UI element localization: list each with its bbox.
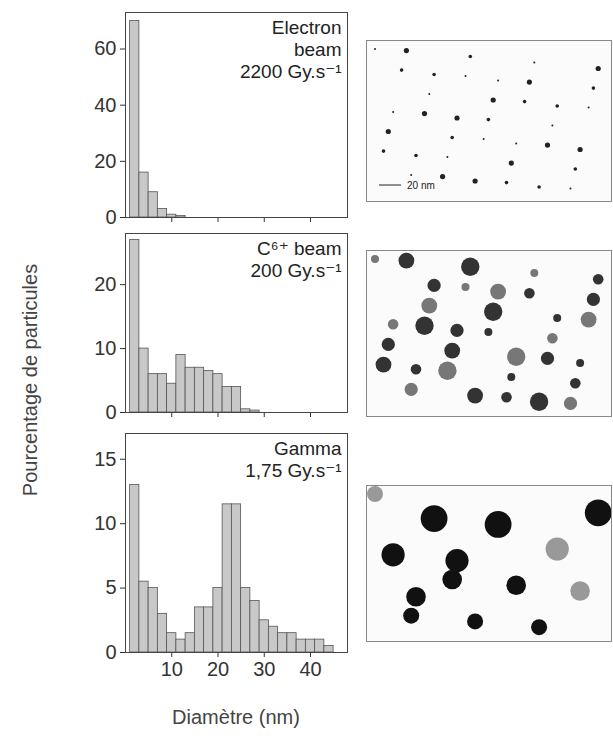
svg-text:5: 5 xyxy=(105,576,116,598)
svg-text:10: 10 xyxy=(94,512,116,534)
svg-text:20: 20 xyxy=(207,658,229,680)
svg-text:Electronbeam2200 Gy.s⁻¹: Electronbeam2200 Gy.s⁻¹ xyxy=(240,17,342,82)
svg-text:40: 40 xyxy=(94,94,116,116)
svg-text:40: 40 xyxy=(299,658,321,680)
svg-text:0: 0 xyxy=(105,205,117,228)
svg-text:20: 20 xyxy=(94,150,116,172)
svg-text:30: 30 xyxy=(253,658,275,680)
html-text:Pourcentage de particules: Pourcentage de particules xyxy=(18,263,41,497)
svg-text:Gamma1,75 Gy.s⁻¹: Gamma1,75 Gy.s⁻¹ xyxy=(245,438,342,481)
svg-text:0: 0 xyxy=(105,641,116,663)
svg-text:15: 15 xyxy=(94,448,116,470)
svg-text:C⁶⁺ beam200 Gy.s⁻¹: C⁶⁺ beam200 Gy.s⁻¹ xyxy=(251,238,342,281)
svg-text:60: 60 xyxy=(94,37,116,59)
svg-text:0: 0 xyxy=(105,401,116,423)
svg-text:20 nm: 20 nm xyxy=(407,180,435,191)
html-text:Diamètre (nm): Diamètre (nm) xyxy=(172,706,300,728)
svg-text:20: 20 xyxy=(94,273,116,295)
svg-text:10: 10 xyxy=(161,658,183,680)
svg-text:10: 10 xyxy=(94,337,116,359)
